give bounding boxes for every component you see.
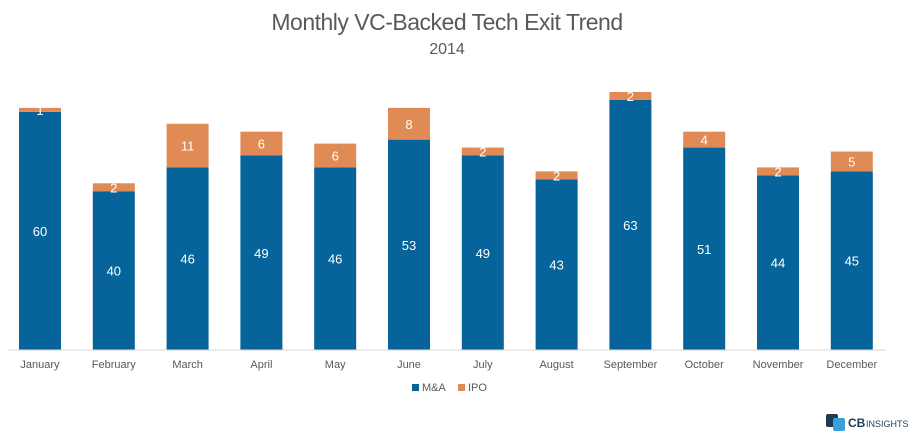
logo-suffix: INSIGHTS xyxy=(866,419,909,429)
legend-swatch-ipo xyxy=(458,384,465,391)
x-tick-february: February xyxy=(92,359,137,371)
bar-ipo-june xyxy=(388,107,430,140)
logo-text: CB xyxy=(848,416,866,430)
bar-ipo-december xyxy=(830,151,873,172)
legend: M&A IPO xyxy=(412,382,487,394)
label-ma-june: 53 xyxy=(402,238,416,253)
bar-ipo-november xyxy=(757,167,799,176)
chart-title: Monthly VC-Backed Tech Exit Trend xyxy=(271,9,622,35)
label-ma-march: 46 xyxy=(180,252,194,267)
label-ma-july: 49 xyxy=(476,246,490,261)
label-ipo-august: 2 xyxy=(553,168,560,183)
label-ipo-july: 2 xyxy=(479,145,486,160)
cb-logo-icon xyxy=(826,414,845,431)
bar-ipo-may xyxy=(314,143,357,168)
x-tick-may: May xyxy=(325,359,346,371)
bar-ipo-april xyxy=(240,131,283,156)
label-ma-may: 46 xyxy=(328,252,342,267)
label-ipo-october: 4 xyxy=(701,133,708,148)
x-tick-april: April xyxy=(250,359,272,371)
label-ma-august: 43 xyxy=(549,258,563,273)
label-ma-december: 45 xyxy=(845,254,859,269)
label-ipo-june: 8 xyxy=(405,117,412,132)
label-ma-april: 49 xyxy=(254,246,268,261)
bar-ma-february xyxy=(92,191,135,350)
label-ipo-december: 5 xyxy=(848,154,855,169)
label-ipo-may: 6 xyxy=(332,149,339,164)
bar-ma-june xyxy=(388,139,430,350)
x-tick-december: December xyxy=(826,359,877,371)
bar-ma-july xyxy=(461,155,504,350)
bar-ipo-february xyxy=(92,183,135,192)
x-tick-march: March xyxy=(172,359,203,371)
x-tick-september: September xyxy=(603,359,657,371)
bar-ipo-october xyxy=(683,131,726,148)
bar-ma-january xyxy=(19,111,61,350)
bar-ma-december xyxy=(830,171,873,350)
label-ipo-april: 6 xyxy=(258,137,265,152)
label-ipo-november: 2 xyxy=(774,164,781,179)
bar-ipo-september xyxy=(609,92,652,100)
x-tick-january: January xyxy=(20,359,60,371)
label-ipo-september: 2 xyxy=(627,89,634,104)
x-tick-labels: January February March April May June July Augu… xyxy=(20,359,877,371)
bar-ipo-march xyxy=(166,123,209,168)
legend-swatch-m-a xyxy=(412,384,419,391)
label-ipo-january: 1 xyxy=(36,103,43,118)
label-ma-september: 63 xyxy=(623,218,637,233)
chart-subtitle: 2014 xyxy=(429,41,465,58)
bar-ma-september xyxy=(609,99,652,350)
x-tick-june: June xyxy=(397,359,421,371)
x-tick-august: August xyxy=(539,359,573,371)
bar-ma-november xyxy=(757,175,799,350)
bar-ma-may xyxy=(314,167,357,350)
cb-insights-logo: CB INSIGHTS xyxy=(826,414,909,431)
bar-ma-august xyxy=(535,179,578,350)
bar-ma-march xyxy=(166,167,209,350)
label-ipo-march: 11 xyxy=(181,139,195,154)
x-tick-october: October xyxy=(685,359,724,371)
x-tick-july: July xyxy=(473,359,493,371)
label-ma-october: 51 xyxy=(697,242,711,257)
bar-ma-april xyxy=(240,155,283,350)
bar-ipo-january xyxy=(19,107,61,112)
label-ma-february: 40 xyxy=(107,264,121,279)
label-ma-november: 44 xyxy=(771,256,785,271)
label-ma-january: 60 xyxy=(33,224,47,239)
label-ipo-february: 2 xyxy=(110,180,117,195)
legend-label-ipo: IPO xyxy=(468,382,487,394)
bar-ma-october xyxy=(683,147,726,350)
bar-ipo-august xyxy=(535,171,578,180)
legend-label-m-a: M&A xyxy=(422,382,447,394)
x-tick-november: November xyxy=(753,359,804,371)
bar-ipo-july xyxy=(461,147,504,156)
